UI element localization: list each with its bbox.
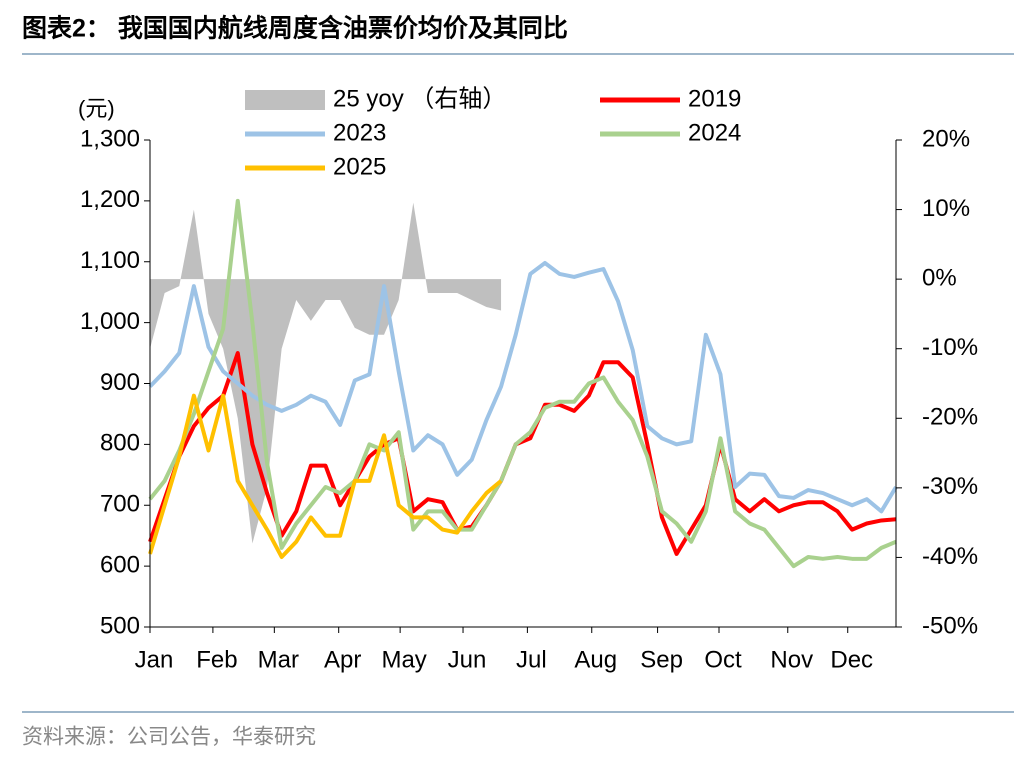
chart-title: 图表2： 我国国内航线周度含油票价均价及其同比	[22, 14, 568, 43]
y-tick-label: 1,200	[80, 186, 140, 213]
x-tick-label: Dec	[830, 646, 873, 673]
y2-tick-label: -30%	[922, 473, 978, 500]
y-unit: (元)	[78, 96, 115, 121]
area	[150, 202, 502, 544]
x-tick-label: Oct	[704, 646, 742, 673]
legend-swatch	[245, 90, 325, 110]
y-tick-label: 600	[100, 551, 140, 578]
legend-label: 2019	[688, 85, 741, 112]
x-tick-label: Jul	[516, 646, 547, 673]
y2-tick-label: -50%	[922, 612, 978, 639]
y2-tick-label: 10%	[922, 195, 970, 222]
y-tick-label: 1,000	[80, 308, 140, 335]
line	[148, 198, 897, 569]
x-tick-label: Jan	[135, 646, 174, 673]
line	[148, 393, 503, 559]
x-tick-label: Sep	[640, 646, 683, 673]
x-tick-label: Nov	[770, 646, 813, 673]
line	[148, 260, 898, 514]
y2-tick-label: -10%	[922, 334, 978, 361]
y-tick-label: 800	[100, 430, 140, 457]
x-tick-label: Aug	[574, 646, 617, 673]
y2-tick-label: 0%	[922, 264, 957, 291]
x-tick-label: May	[381, 646, 426, 673]
y-tick-label: 500	[100, 612, 140, 639]
y2-tick-label: 20%	[922, 125, 970, 152]
y2-tick-label: -40%	[922, 543, 978, 570]
y-tick-label: 700	[100, 491, 140, 518]
y2-tick-label: -20%	[922, 404, 978, 431]
legend-label: 2025	[333, 153, 386, 180]
x-tick-label: Mar	[258, 646, 299, 673]
legend-label: 25 yoy （右轴）	[333, 85, 506, 112]
x-tick-label: Jun	[448, 646, 487, 673]
x-tick-label: Apr	[324, 646, 361, 673]
legend-label: 2024	[688, 119, 741, 146]
y-tick-label: 1,100	[80, 247, 140, 274]
y-tick-label: 900	[100, 369, 140, 396]
source: 资料来源：公司公告，华泰研究	[22, 726, 316, 749]
y-tick-label: 1,300	[80, 125, 140, 152]
x-tick-label: Feb	[196, 646, 237, 673]
legend-label: 2023	[333, 119, 386, 146]
